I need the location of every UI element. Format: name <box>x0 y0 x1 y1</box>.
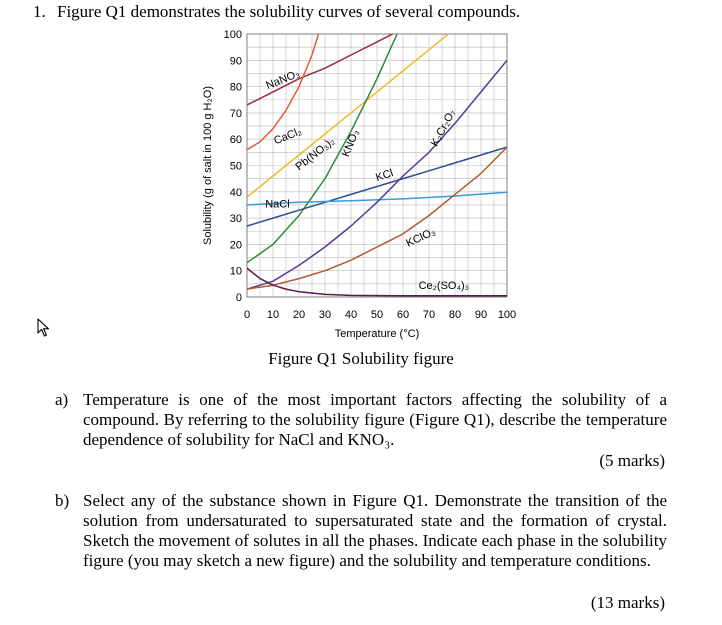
x-tick-label: 20 <box>293 309 305 321</box>
series-label-kno: KNO₃ <box>340 128 362 159</box>
y-tick-label: 80 <box>230 82 242 94</box>
x-tick-label: 60 <box>397 309 409 321</box>
part-a-marks: (5 marks) <box>599 451 665 470</box>
y-tick-label: 10 <box>230 266 242 278</box>
mouse-pointer-icon <box>37 318 50 337</box>
question-part-b: b) Select any of the substance shown in … <box>55 491 667 571</box>
part-b-text: Select any of the substance shown in Fig… <box>83 491 667 570</box>
plot-frame <box>246 33 508 298</box>
figure-caption: Figure Q1 Solubility figure <box>268 349 454 368</box>
series-line-pb-no <box>247 34 450 198</box>
y-tick-label: 40 <box>230 187 242 199</box>
y-tick-label: 20 <box>230 239 242 251</box>
series-label-nacl: NaCl <box>265 199 289 211</box>
series-line-nano <box>247 34 395 106</box>
question-heading-text: Figure Q1 demonstrates the solubility cu… <box>57 2 521 21</box>
part-a-text: Temperature is one of the most important… <box>83 390 667 449</box>
series-label-cacl: CaCl₂ <box>272 125 303 147</box>
y-tick-label: 90 <box>230 55 242 67</box>
series-line-nacl <box>247 191 507 206</box>
x-tick-label: 100 <box>498 309 516 321</box>
x-tick-label: 90 <box>475 309 487 321</box>
series-line-kcl <box>247 146 507 227</box>
y-tick-label: 60 <box>230 134 242 146</box>
y-tick-label: 50 <box>230 161 242 173</box>
x-tick-label: 70 <box>423 309 435 321</box>
x-tick-label: 30 <box>319 309 331 321</box>
series-line-kno <box>247 34 398 264</box>
series-group <box>247 34 507 297</box>
series-label-kcl: KCl <box>374 167 395 184</box>
series-line-kclo <box>247 146 507 290</box>
question-number: 1. <box>33 2 46 21</box>
series-line-k-cr-o <box>247 59 507 290</box>
y-tick-label: 70 <box>230 108 242 120</box>
y-tick-label: 100 <box>224 29 242 41</box>
series-line-cacl <box>247 34 320 151</box>
series-line-ce-so <box>247 267 507 297</box>
part-a-label: a) <box>55 390 69 409</box>
part-b-label: b) <box>55 491 70 510</box>
x-tick-label: 0 <box>244 309 250 321</box>
x-tick-label: 80 <box>449 309 461 321</box>
y-tick-label: 30 <box>230 213 242 225</box>
part-b-marks: (13 marks) <box>590 593 665 612</box>
question-heading: 1. Figure Q1 demonstrates the solubility … <box>33 2 520 22</box>
y-tick-label: 0 <box>236 292 242 304</box>
series-label-nano: NaNO₃ <box>264 68 301 92</box>
series-label-ce-so: Ce₂(SO₄)₃ <box>419 280 470 292</box>
series-label-k-cr-o: K₂Cr₂O₇ <box>429 108 458 149</box>
x-tick-label: 10 <box>267 309 279 321</box>
solubility-chart: 0 10 20 30 40 50 60 70 80 90 100 0 10 20 30 40 50 60 70 80 9… <box>202 29 516 340</box>
x-axis-label: Temperature (°C) <box>335 328 419 340</box>
question-part-a: a) Temperature is one of the most import… <box>55 390 667 450</box>
x-tick-label: 40 <box>345 309 357 321</box>
x-tick-label: 50 <box>371 309 383 321</box>
y-axis-label: Solubility (g of salt in 100 g H₂O) <box>202 86 214 245</box>
